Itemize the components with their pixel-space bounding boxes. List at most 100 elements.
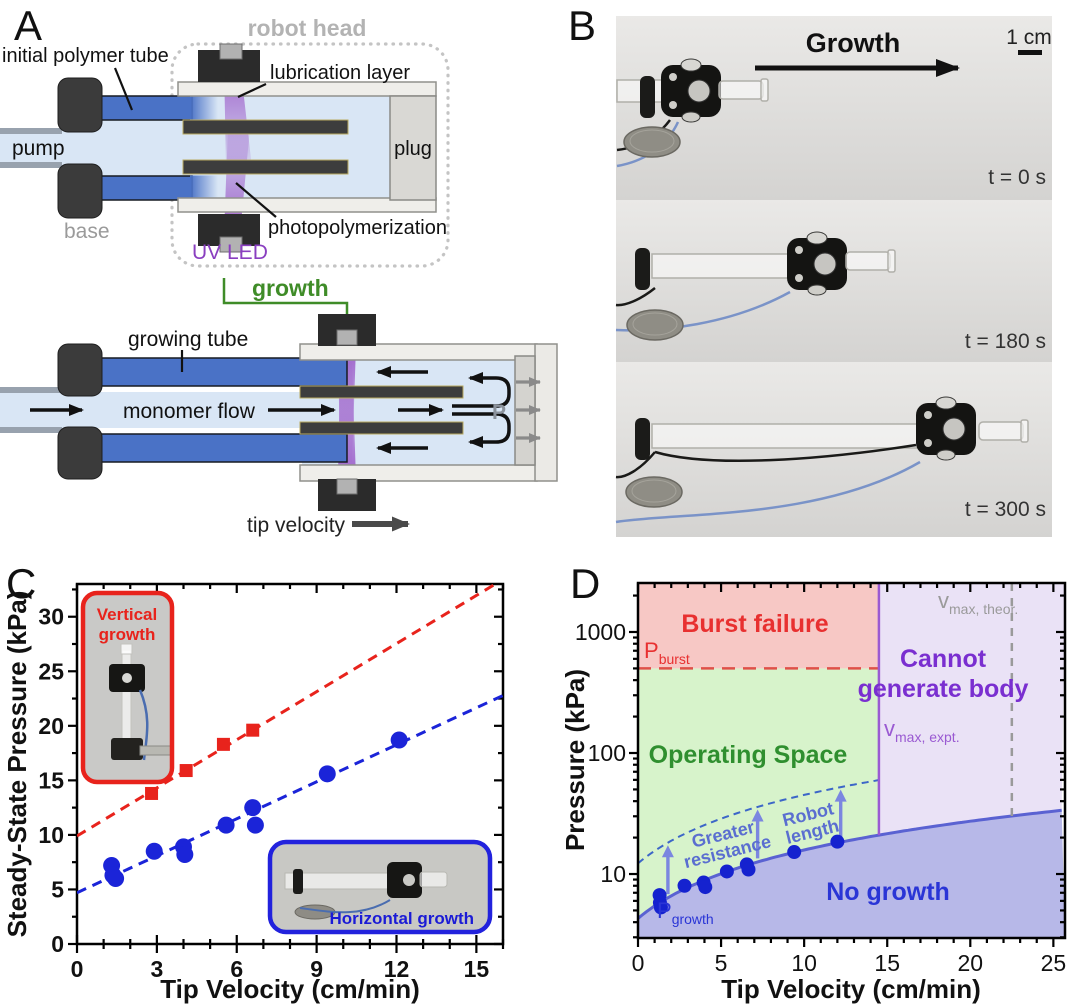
mandrel2-bottom — [299, 421, 464, 435]
svg-text:10: 10 — [38, 822, 64, 848]
panel-c-data — [77, 584, 503, 895]
inset-red-border — [80, 590, 175, 785]
region-burst-failure — [638, 583, 879, 669]
svg-text:6: 6 — [230, 956, 243, 982]
robot-length-arrowhead — [751, 809, 764, 822]
inset-horizontal-growth: Horizontal growth — [267, 839, 493, 935]
pump2-wall-top — [0, 387, 62, 393]
burst-failure-label: Burst failure — [681, 610, 828, 638]
time-label-1: t = 0 s — [988, 166, 1046, 189]
data-point-circle — [244, 799, 262, 817]
inset-red-fitting — [139, 745, 172, 756]
robot-head-assembly — [0, 42, 450, 268]
robot-length-arrowhead — [661, 845, 674, 858]
uv2-led-chip-bottom — [336, 478, 358, 495]
wire-black-2 — [615, 287, 656, 307]
growth-label: growth — [252, 275, 329, 301]
panel-d-data — [652, 789, 847, 915]
data-point-circle — [390, 731, 408, 749]
panel-d-letter: D — [570, 560, 601, 607]
tube-fade-top — [190, 95, 218, 121]
operating-space-label: Operating Space — [649, 741, 848, 769]
panel-a-schematic: robot head initial polymer tube lubricat… — [0, 15, 558, 537]
growing-assembly — [0, 314, 558, 511]
inset-red-head-port — [122, 673, 132, 683]
inset-blue-border — [267, 839, 493, 935]
lubrication-pointer — [237, 83, 267, 98]
svg-text:10: 10 — [600, 861, 626, 887]
svg-text:0: 0 — [71, 956, 84, 982]
shell2-bottom — [299, 464, 538, 482]
d-data-point — [698, 880, 713, 895]
scale-bar-label: 1 cm — [1006, 26, 1052, 49]
mandrel-bar-top — [182, 119, 349, 135]
plug-block — [389, 95, 437, 201]
c-xaxis-title: Tip Velocity (cm/min) — [160, 974, 420, 1004]
panel-b-letter: B — [568, 2, 597, 49]
photo-frame-3: t = 300 s — [615, 362, 1052, 537]
v-max-theor-label: vmax, theor. — [938, 588, 1018, 617]
pump-tube-wall-bottom — [0, 162, 62, 168]
inset-blue-label: Horizontal growth — [330, 909, 474, 928]
resistance-dashed-curve — [637, 779, 880, 865]
inset-red-label-line2: growth — [99, 625, 156, 644]
fit-line-circle — [77, 694, 503, 895]
d-data-point — [741, 862, 756, 877]
svg-text:3: 3 — [150, 956, 163, 982]
tip-velocity-label: tip velocity — [247, 514, 346, 537]
shell2-top — [299, 343, 538, 361]
d-data-point — [787, 845, 802, 860]
time-label-2: t = 180 s — [965, 330, 1046, 353]
inset-blue-head-port — [403, 874, 415, 886]
svg-text:10: 10 — [791, 950, 817, 976]
panel-c-axis-labels: 0 3 6 9 12 15 0 5 10 15 20 25 30 Tip Velocity (cm/min… — [2, 591, 489, 1004]
panel-a-letter: A — [14, 2, 43, 49]
shell-top — [177, 81, 437, 97]
c-yaxis-title: Steady-State Pressure (kPa) — [2, 591, 32, 938]
d-data-point — [719, 864, 734, 879]
svg-text:100: 100 — [588, 740, 626, 766]
svg-text:9: 9 — [310, 956, 323, 982]
base-label: base — [64, 220, 110, 243]
uv-led-chip-top — [219, 43, 243, 60]
svg-text:20: 20 — [38, 713, 64, 739]
growing-tube-wall-top — [61, 357, 348, 387]
svg-text:15: 15 — [874, 950, 900, 976]
svg-text:15: 15 — [464, 956, 490, 982]
d-xaxis-title: Tip Velocity (cm/min) — [721, 974, 981, 1004]
plug2-endcap — [534, 343, 558, 482]
p-growth-label: Pgrowth — [657, 898, 714, 927]
no-growth-label: No growth — [826, 878, 950, 906]
d-data-point — [653, 900, 668, 915]
inset-vertical-growth: Vertical growth — [80, 590, 175, 785]
photopolymerization-pointer — [235, 182, 277, 218]
d-data-point — [830, 834, 845, 849]
tube-3 — [651, 423, 921, 449]
u-turn-arrow-bottom — [452, 412, 511, 448]
robot-head-label: robot head — [248, 15, 367, 41]
mandrel2-top — [299, 385, 464, 399]
cannot-generate-label-2: generate body — [858, 675, 1029, 703]
scale-bar — [1018, 50, 1042, 55]
shell-bottom — [177, 197, 437, 213]
growth-arrow-label: Growth — [806, 28, 901, 58]
inset-red-tip — [120, 643, 133, 655]
d-data-point — [677, 878, 692, 893]
uv-led-chip-bottom — [219, 236, 243, 253]
svg-text:30: 30 — [38, 604, 64, 630]
p-burst-label: Pburst — [644, 638, 690, 667]
tube-2 — [651, 253, 793, 279]
inset-blue-wire — [299, 899, 391, 914]
svg-text:15: 15 — [38, 767, 64, 793]
lubrication-layer-label: lubrication layer — [270, 62, 410, 84]
inset-blue-ring — [293, 869, 303, 894]
base-clamp-bottom — [57, 163, 103, 219]
pump-tube-wall-top — [0, 128, 62, 134]
svg-text:0: 0 — [632, 950, 645, 976]
cannot-generate-label-1: Cannot — [900, 645, 987, 673]
region-no-growth — [638, 810, 1065, 938]
monomer-flow-label: monomer flow — [123, 400, 256, 423]
panel-d-axes — [629, 581, 1067, 947]
inset-blue-tip — [419, 871, 448, 888]
initial-polymer-tube-label: initial polymer tube — [2, 45, 169, 67]
